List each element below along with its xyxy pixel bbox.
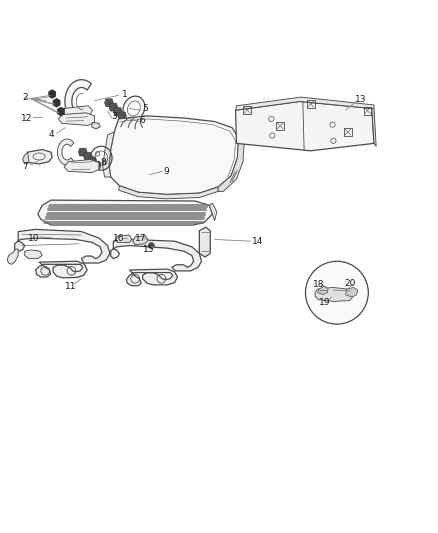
Circle shape [148, 243, 154, 248]
Polygon shape [133, 236, 148, 245]
Polygon shape [88, 157, 97, 165]
Polygon shape [7, 249, 18, 264]
Text: 1: 1 [122, 90, 128, 99]
Text: 3: 3 [111, 112, 117, 121]
Text: 8: 8 [100, 158, 106, 167]
Text: 11: 11 [65, 281, 76, 290]
Polygon shape [14, 229, 110, 263]
Polygon shape [57, 139, 74, 165]
Text: 10: 10 [28, 233, 39, 243]
Text: 17: 17 [134, 235, 146, 244]
Polygon shape [315, 287, 353, 302]
Polygon shape [111, 239, 201, 271]
Text: 19: 19 [319, 298, 330, 307]
Polygon shape [49, 90, 56, 99]
Polygon shape [119, 185, 218, 199]
Polygon shape [35, 261, 87, 278]
Polygon shape [346, 287, 358, 297]
Polygon shape [60, 106, 92, 118]
Polygon shape [84, 152, 92, 160]
Polygon shape [218, 138, 244, 191]
Polygon shape [38, 200, 212, 225]
Text: 9: 9 [164, 167, 170, 176]
Polygon shape [236, 97, 374, 110]
Circle shape [305, 261, 368, 324]
Polygon shape [53, 99, 60, 107]
Polygon shape [92, 161, 101, 169]
Text: 4: 4 [48, 130, 54, 139]
Polygon shape [113, 108, 122, 116]
Polygon shape [127, 269, 177, 286]
Text: 15: 15 [143, 245, 155, 254]
Text: 20: 20 [344, 279, 356, 288]
Polygon shape [318, 287, 328, 294]
Polygon shape [236, 101, 374, 151]
Polygon shape [115, 235, 132, 243]
Polygon shape [109, 116, 239, 195]
Text: 14: 14 [252, 237, 263, 246]
Polygon shape [58, 113, 95, 125]
Polygon shape [92, 123, 100, 129]
Polygon shape [57, 107, 64, 116]
Polygon shape [118, 112, 127, 120]
Polygon shape [109, 103, 118, 111]
Polygon shape [78, 148, 87, 156]
Polygon shape [372, 108, 376, 147]
Polygon shape [199, 227, 210, 257]
Polygon shape [209, 203, 217, 221]
Text: 6: 6 [140, 116, 145, 125]
Text: 13: 13 [355, 95, 367, 104]
Text: 16: 16 [113, 235, 124, 244]
Polygon shape [103, 132, 114, 177]
Text: 7: 7 [22, 163, 28, 172]
Polygon shape [105, 99, 113, 107]
Text: 12: 12 [21, 114, 32, 123]
Polygon shape [64, 159, 99, 173]
Text: 18: 18 [313, 280, 324, 289]
Polygon shape [65, 79, 91, 123]
Polygon shape [25, 149, 52, 164]
Polygon shape [22, 152, 29, 164]
Text: 2: 2 [22, 93, 28, 102]
Text: 5: 5 [142, 104, 148, 113]
Polygon shape [25, 250, 42, 259]
